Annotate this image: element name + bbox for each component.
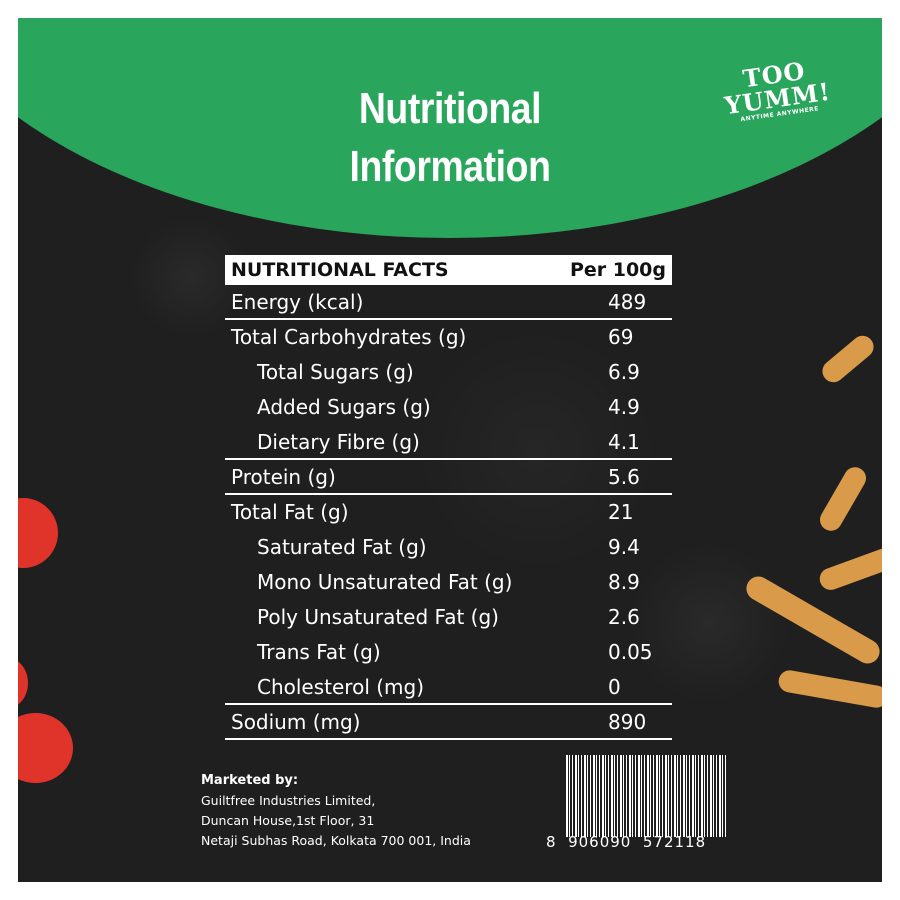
nutrient-name: Cholesterol (mg): [257, 675, 425, 699]
table-row: Total Fat (g) 21: [225, 495, 672, 530]
marketer-line: Guiltfree Industries Limited,: [201, 793, 376, 808]
marketer-label: Marketed by:: [201, 773, 299, 788]
nutrient-value: 5.6: [608, 465, 640, 489]
nutrient-name: Dietary Fibre (g): [257, 430, 420, 454]
snack-image: [817, 331, 879, 387]
table-row: Poly Unsaturated Fat (g) 2.6: [225, 600, 672, 635]
table-row: Added Sugars (g) 4.9: [225, 390, 672, 425]
barcode-number: 8 906090 572118: [546, 833, 707, 851]
nutrition-facts-table: NUTRITIONAL FACTS Per 100g Energy (kcal)…: [225, 255, 672, 740]
nutrient-name: Mono Unsaturated Fat (g): [257, 570, 513, 594]
table-row: Mono Unsaturated Fat (g) 8.9: [225, 565, 672, 600]
table-row: Trans Fat (g) 0.05: [225, 635, 672, 670]
nutrient-name: Energy (kcal): [231, 290, 364, 314]
barcode: [566, 755, 726, 837]
nutrient-value: 0.05: [608, 640, 653, 664]
nutrient-name: Total Carbohydrates (g): [231, 325, 467, 349]
nutrient-name: Saturated Fat (g): [257, 535, 427, 559]
table-row: Protein (g) 5.6: [225, 460, 672, 495]
table-row: Dietary Fibre (g) 4.1: [225, 425, 672, 460]
table-row: Saturated Fat (g) 9.4: [225, 530, 672, 565]
nutrition-panel: Nutritional Information TOO YUMM! ANYTIM…: [18, 18, 882, 882]
nutrient-value: 4.9: [608, 395, 640, 419]
nutrient-value: 69: [608, 325, 634, 349]
nutrient-name: Added Sugars (g): [257, 395, 431, 419]
tomato-image: [18, 658, 28, 708]
nutrient-value: 21: [608, 500, 634, 524]
marketer-line: Netaji Subhas Road, Kolkata 700 001, Ind…: [201, 833, 471, 848]
table-row: Sodium (mg) 890: [225, 705, 672, 740]
marketer-info: Marketed by: Guiltfree Industries Limite…: [201, 770, 471, 851]
nutrient-name: Trans Fat (g): [257, 640, 381, 664]
table-row: Total Sugars (g) 6.9: [225, 355, 672, 390]
nutrient-value: 489: [608, 290, 647, 314]
header-value: Per 100g: [569, 259, 666, 281]
nutrient-value: 8.9: [608, 570, 640, 594]
nutrient-value: 9.4: [608, 535, 640, 559]
table-row: Cholesterol (mg) 0: [225, 670, 672, 705]
table-header: NUTRITIONAL FACTS Per 100g: [225, 255, 672, 285]
snack-image: [776, 668, 882, 710]
tomato-image: [18, 498, 58, 568]
nutrient-name: Poly Unsaturated Fat (g): [257, 605, 499, 629]
nutrient-name: Sodium (mg): [231, 710, 361, 734]
nutrient-name: Total Fat (g): [231, 500, 349, 524]
nutrient-name: Total Sugars (g): [257, 360, 414, 384]
nutrient-value: 2.6: [608, 605, 640, 629]
nutrient-name: Protein (g): [231, 465, 336, 489]
marketer-line: Duncan House,1st Floor, 31: [201, 813, 375, 828]
nutrient-value: 6.9: [608, 360, 640, 384]
tomato-image: [18, 713, 73, 783]
table-row: Energy (kcal) 489: [225, 285, 672, 320]
page-title: Nutritional Information: [83, 80, 817, 196]
snack-image: [742, 572, 882, 668]
nutrient-value: 4.1: [608, 430, 640, 454]
nutrient-value: 0: [608, 675, 621, 699]
title-line-2: Information: [349, 142, 551, 191]
nutrient-value: 890: [608, 710, 647, 734]
table-row: Total Carbohydrates (g) 69: [225, 320, 672, 355]
snack-image: [816, 544, 882, 594]
title-line-1: Nutritional: [358, 84, 542, 133]
header-name: NUTRITIONAL FACTS: [231, 259, 449, 281]
snack-image: [815, 463, 871, 535]
